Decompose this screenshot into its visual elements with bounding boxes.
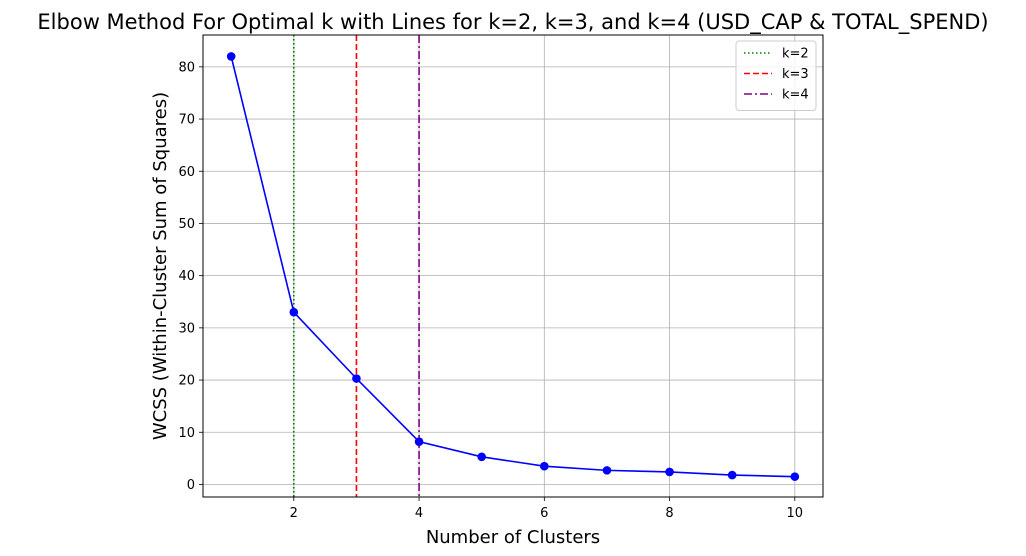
- x-tick-label: 4: [415, 506, 423, 521]
- legend-label: k=4: [782, 88, 809, 103]
- legend: k=2 k=3 k=4: [735, 40, 817, 111]
- x-tick-label: 2: [290, 506, 298, 521]
- y-tick-label: 40: [178, 269, 195, 284]
- y-tick-label: 50: [178, 217, 195, 232]
- chart-title: Elbow Method For Optimal k with Lines fo…: [37, 10, 988, 35]
- data-point: [477, 452, 486, 462]
- y-axis-title: WCSS (Within-Cluster Sum of Squares): [150, 92, 171, 440]
- axis-ticks: 2 4 6 8 10 0 10 20 30 40 50 60 70 80: [178, 60, 803, 521]
- x-tick-label: 8: [665, 506, 673, 521]
- data-point: [414, 437, 424, 446]
- legend-label: k=2: [782, 47, 809, 62]
- data-point: [790, 472, 800, 481]
- y-tick-label: 30: [178, 321, 195, 336]
- data-point: [727, 470, 737, 480]
- k-reference-lines: [293, 35, 420, 497]
- data-point: [540, 461, 549, 471]
- x-axis-title: Number of Clusters: [426, 527, 600, 548]
- wcss-series: [226, 52, 800, 481]
- x-tick-label: 10: [787, 506, 804, 521]
- y-tick-label: 0: [187, 478, 195, 493]
- legend-label: k=3: [782, 67, 809, 82]
- y-tick-label: 60: [178, 165, 195, 180]
- data-point: [352, 374, 361, 383]
- series-line: [230, 56, 795, 478]
- legend-box: [735, 40, 817, 111]
- y-tick-label: 10: [178, 426, 195, 441]
- data-point: [226, 52, 236, 61]
- plot-frame: [202, 34, 824, 498]
- data-point: [289, 307, 299, 317]
- y-tick-label: 80: [178, 60, 195, 75]
- x-tick-label: 6: [540, 506, 548, 521]
- y-tick-label: 20: [178, 374, 195, 389]
- y-tick-label: 70: [178, 113, 195, 128]
- data-point: [665, 467, 674, 477]
- grid: [203, 35, 823, 497]
- data-point: [602, 466, 612, 475]
